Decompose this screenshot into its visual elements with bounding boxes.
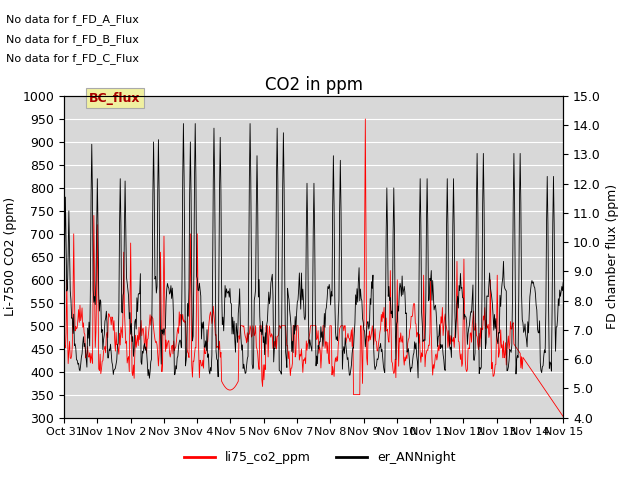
Y-axis label: FD chamber flux (ppm): FD chamber flux (ppm) [606,184,620,329]
Text: No data for f_FD_A_Flux: No data for f_FD_A_Flux [6,14,140,25]
Text: No data for f_FD_C_Flux: No data for f_FD_C_Flux [6,53,140,64]
Y-axis label: Li-7500 CO2 (ppm): Li-7500 CO2 (ppm) [4,197,17,316]
Text: BC_flux: BC_flux [89,92,141,105]
Title: CO2 in ppm: CO2 in ppm [264,76,363,95]
Text: No data for f_FD_B_Flux: No data for f_FD_B_Flux [6,34,140,45]
Legend: li75_co2_ppm, er_ANNnight: li75_co2_ppm, er_ANNnight [179,446,461,469]
